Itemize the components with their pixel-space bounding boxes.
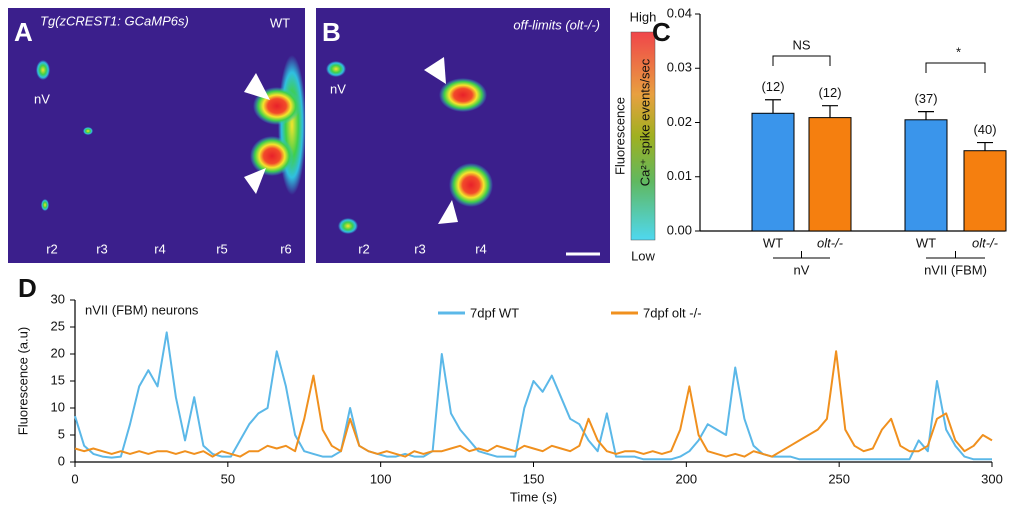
genotype: WT bbox=[270, 15, 290, 30]
region-label: nV bbox=[330, 81, 346, 96]
signal bbox=[83, 127, 93, 135]
panel-a: A Tg(zCREST1: GCaMP6s) WT nV r2 r3 r4 r5… bbox=[8, 8, 306, 263]
arrowhead bbox=[424, 57, 446, 84]
y-tick-label: 0.01 bbox=[667, 168, 692, 183]
signal bbox=[41, 199, 49, 211]
series-line bbox=[74, 350, 993, 458]
region-label: r5 bbox=[216, 241, 228, 256]
x-tick-label: 200 bbox=[675, 471, 697, 486]
panel-title: Tg(zCREST1: GCaMP6s) bbox=[40, 13, 189, 28]
signal bbox=[326, 61, 346, 77]
y-tick-label: 0.04 bbox=[667, 5, 692, 20]
x-axis-label: Time (s) bbox=[510, 489, 557, 504]
x-tick-label: 250 bbox=[828, 471, 850, 486]
y-tick-label: 5 bbox=[58, 426, 65, 441]
signal bbox=[449, 163, 493, 207]
region-label: nV bbox=[34, 91, 50, 106]
y-tick-label: 30 bbox=[51, 291, 65, 306]
bar bbox=[808, 117, 852, 232]
group-bracket bbox=[926, 251, 985, 259]
error-bar bbox=[918, 111, 934, 120]
error-bar bbox=[977, 141, 993, 151]
y-tick-label: 0.02 bbox=[667, 114, 692, 129]
x-tick-label: 150 bbox=[523, 471, 545, 486]
region-label: r6 bbox=[280, 241, 292, 256]
y-axis-label: Ca²⁺ spike events/sec bbox=[637, 58, 652, 186]
n-label: (12) bbox=[818, 85, 841, 100]
error-bar bbox=[822, 105, 838, 118]
colorbar-label: Fluorescence bbox=[612, 97, 627, 175]
region-label: r2 bbox=[46, 241, 58, 256]
significance-bracket bbox=[772, 55, 831, 66]
y-axis-label: Fluorescence (a.u) bbox=[15, 327, 30, 435]
colorbar-scale bbox=[630, 31, 656, 241]
error-bar bbox=[765, 99, 781, 114]
panel-letter: D bbox=[18, 273, 37, 303]
category-label: WT bbox=[763, 235, 783, 250]
region-label: r4 bbox=[154, 241, 166, 256]
series-line bbox=[74, 331, 992, 461]
signal bbox=[278, 55, 306, 195]
panel-letter: B bbox=[322, 17, 341, 47]
group-bracket bbox=[773, 251, 830, 259]
colorbar-low: Low bbox=[631, 248, 655, 263]
bar bbox=[904, 119, 948, 232]
group-label: nVII (FBM) bbox=[924, 262, 987, 277]
annotation: nVII (FBM) neurons bbox=[85, 302, 199, 317]
region-label: r4 bbox=[475, 241, 487, 256]
y-tick-label: 10 bbox=[51, 399, 65, 414]
signal bbox=[338, 218, 358, 234]
y-tick-label: 0.03 bbox=[667, 60, 692, 75]
panel-letter: C bbox=[652, 17, 671, 47]
y-tick-label: 0 bbox=[58, 453, 65, 468]
image-a bbox=[8, 8, 305, 263]
n-label: (12) bbox=[761, 79, 784, 94]
y-tick-label: 20 bbox=[51, 345, 65, 360]
significance-bracket bbox=[925, 62, 986, 73]
region-label: r3 bbox=[96, 241, 108, 256]
colorbar-high: High bbox=[630, 9, 657, 24]
y-tick-label: 25 bbox=[51, 318, 65, 333]
panel-b: B off-limits (olt-/-) nV r2 r3 r4 bbox=[316, 8, 610, 263]
n-label: (40) bbox=[973, 122, 996, 137]
region-label: r2 bbox=[358, 241, 370, 256]
category-label: WT bbox=[916, 235, 936, 250]
x-tick-label: 300 bbox=[981, 471, 1003, 486]
colorbar: High Low Fluorescence bbox=[612, 9, 656, 263]
x-tick-label: 100 bbox=[370, 471, 392, 486]
x-tick-label: 50 bbox=[221, 471, 235, 486]
arrowhead bbox=[438, 200, 458, 224]
image-b bbox=[316, 8, 610, 263]
bar bbox=[751, 112, 795, 232]
panel-letter: A bbox=[14, 17, 33, 47]
x-tick-label: 0 bbox=[71, 471, 78, 486]
significance-label: * bbox=[956, 44, 961, 59]
legend-label: 7dpf olt -/- bbox=[643, 305, 702, 320]
group-label: nV bbox=[794, 262, 810, 277]
signal bbox=[250, 136, 294, 176]
significance-label: NS bbox=[792, 37, 810, 52]
signal bbox=[36, 60, 50, 80]
bar bbox=[963, 150, 1007, 232]
region-label: r3 bbox=[414, 241, 426, 256]
y-tick-label: 15 bbox=[51, 372, 65, 387]
y-tick-label: 0.00 bbox=[667, 222, 692, 237]
legend-label: 7dpf WT bbox=[470, 305, 519, 320]
arrowhead bbox=[244, 73, 270, 100]
category-label: olt-/- bbox=[817, 235, 844, 250]
arrowhead bbox=[244, 168, 266, 194]
n-label: (37) bbox=[914, 91, 937, 106]
signal bbox=[439, 78, 487, 112]
panel-title: off-limits (olt-/-) bbox=[513, 17, 600, 32]
category-label: olt-/- bbox=[972, 235, 999, 250]
